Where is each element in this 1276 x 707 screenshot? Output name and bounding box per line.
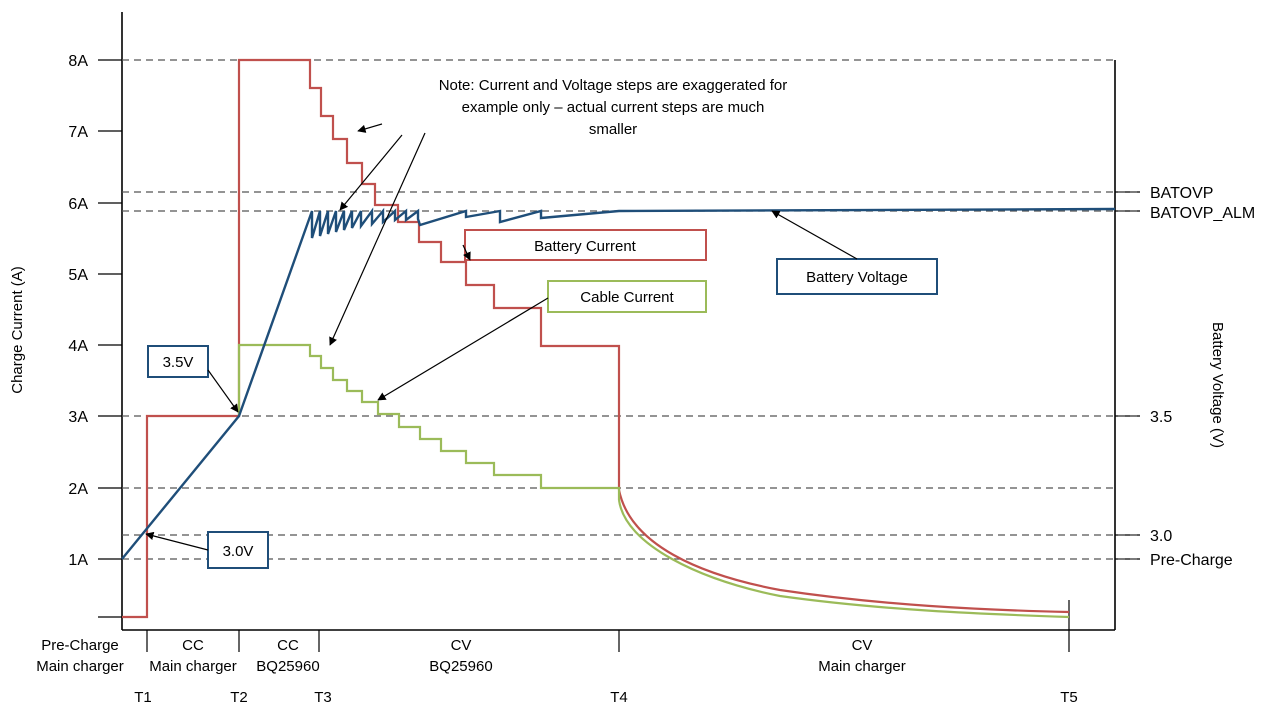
battery-voltage-line: [121, 207, 1116, 560]
battery-current-decay: [617, 489, 1070, 614]
phase-label: BQ25960: [256, 658, 319, 675]
time-marker-labels: T1 T2 T3 T4 T5: [134, 689, 1078, 706]
time-marker-label: T1: [134, 689, 152, 706]
phase-labels: Pre-Charge Main charger CC Main charger …: [36, 637, 906, 675]
y-tick-label: 4A: [68, 338, 88, 355]
callout-battery-current: Battery Current: [464, 229, 707, 261]
phase-label: Main charger: [818, 658, 906, 675]
y-tick-labels: 1A 2A 3A 4A 5A 6A 7A 8A: [68, 53, 88, 569]
batovp-alm-label: BATOVP_ALM: [1150, 205, 1255, 222]
right-marker-labels: BATOVP BATOVP_ALM 3.5 3.0 Pre-Charge: [1150, 185, 1255, 569]
arrow-3-5v: [207, 369, 239, 413]
phase-label: CV: [451, 637, 472, 654]
battery-current-label: Battery Current: [534, 238, 637, 255]
arrow-note-voltage-steps: [339, 134, 403, 211]
arrow-3-0v: [145, 531, 209, 551]
phase-label: CC: [277, 637, 299, 654]
callout-cable-current: Cable Current: [547, 280, 707, 313]
y-tick-label: 6A: [68, 196, 88, 213]
batovp-label: BATOVP: [1150, 185, 1213, 202]
cable-current-line: [237, 343, 621, 500]
time-marker-label: T4: [610, 689, 628, 706]
y-tick-label: 5A: [68, 267, 88, 284]
phase-label: Pre-Charge: [41, 637, 119, 654]
note-line: smaller: [589, 121, 637, 138]
cable-current-decay: [617, 499, 1070, 619]
time-marker-label: T5: [1060, 689, 1078, 706]
callout-3-5v: 3.5V: [147, 345, 209, 378]
pre-charge-label: Pre-Charge: [1150, 552, 1233, 569]
voltage-3-5-label: 3.5: [1150, 409, 1172, 426]
callout-battery-voltage: Battery Voltage: [776, 258, 938, 295]
arrow-cable-current: [377, 297, 549, 401]
y-tick-label: 7A: [68, 124, 88, 141]
note-line: example only – actual current steps are …: [462, 99, 765, 116]
arrow-battery-current: [462, 244, 471, 261]
cable-current-label: Cable Current: [580, 289, 674, 306]
note-line: Note: Current and Voltage steps are exag…: [439, 77, 788, 94]
y-axis-ticks: [98, 59, 122, 618]
y-tick-label: 2A: [68, 481, 88, 498]
battery-voltage-label: Battery Voltage: [806, 269, 908, 286]
callout-3-0v-label: 3.0V: [223, 543, 254, 560]
callout-3-5v-label: 3.5V: [163, 354, 194, 371]
note-text: Note: Current and Voltage steps are exag…: [439, 77, 788, 138]
left-axis-title: Charge Current (A): [9, 266, 26, 394]
arrow-note-cable-steps: [329, 132, 426, 346]
y-tick-label: 1A: [68, 552, 88, 569]
voltage-3-0-label: 3.0: [1150, 528, 1172, 545]
callout-3-0v: 3.0V: [207, 531, 269, 569]
y-tick-label: 8A: [68, 53, 88, 70]
phase-label: Main charger: [36, 658, 124, 675]
battery-current-line: [122, 58, 621, 619]
right-axis-title: Battery Voltage (V): [1209, 322, 1226, 448]
right-axis-ticks: [1115, 191, 1140, 560]
arrow-battery-voltage: [771, 210, 858, 260]
y-tick-label: 3A: [68, 409, 88, 426]
phase-label: CC: [182, 637, 204, 654]
x-axis-ticks: [146, 600, 1070, 652]
arrow-note-battery-steps: [357, 123, 383, 133]
time-marker-label: T2: [230, 689, 248, 706]
time-marker-label: T3: [314, 689, 332, 706]
phase-label: CV: [852, 637, 873, 654]
phase-label: Main charger: [149, 658, 237, 675]
phase-label: BQ25960: [429, 658, 492, 675]
annotation-arrows: [145, 123, 858, 551]
